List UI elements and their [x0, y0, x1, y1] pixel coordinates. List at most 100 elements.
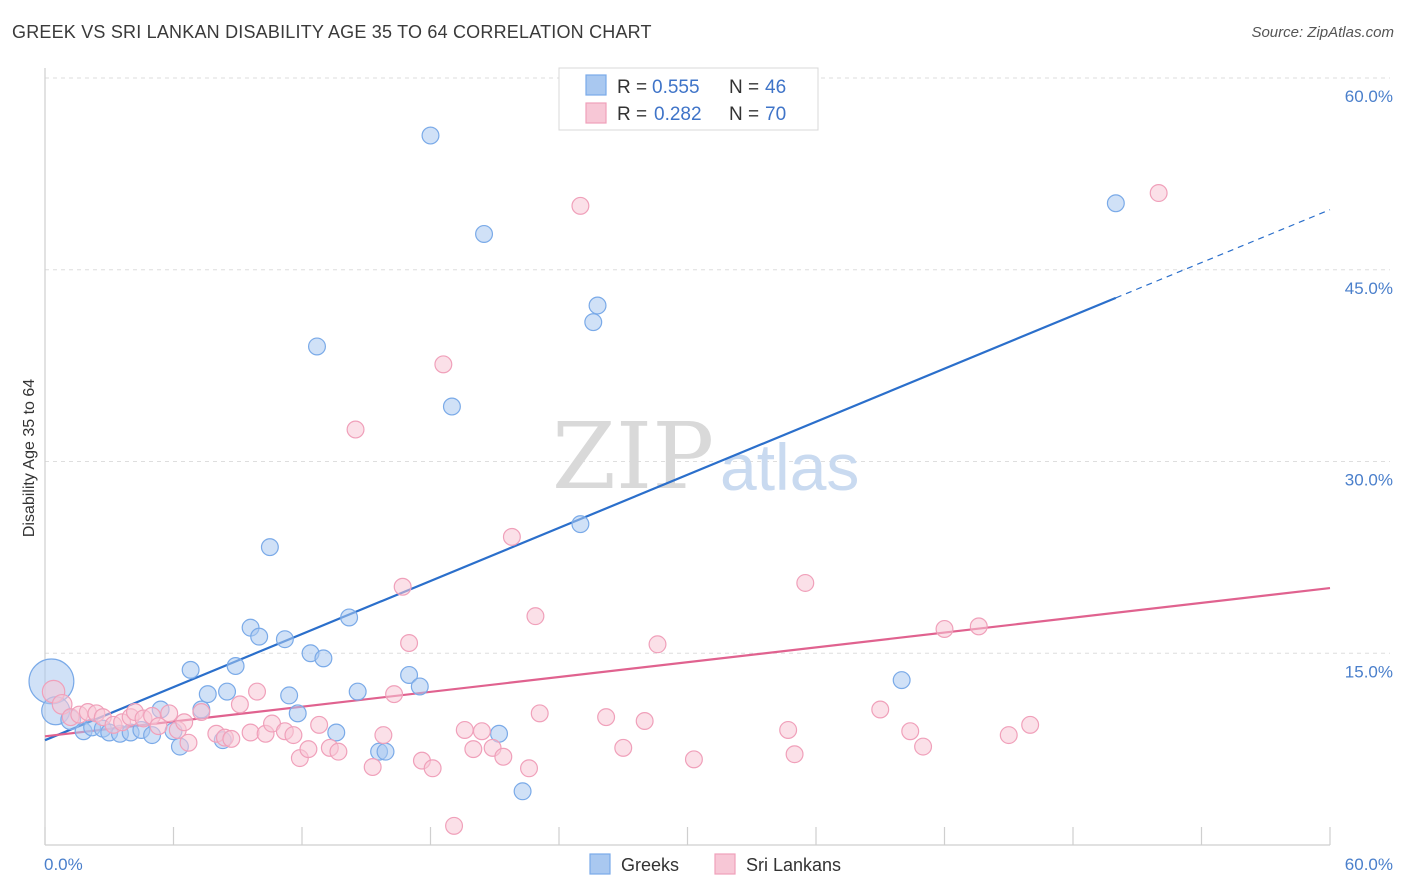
greeks-point-14 — [181, 660, 200, 679]
sri-lankans-point-56 — [635, 712, 654, 731]
greeks-point-42 — [584, 313, 603, 332]
sri-lankans-point-64 — [914, 737, 933, 756]
greeks-point-19 — [226, 657, 245, 676]
sri-lankans-point-60 — [785, 745, 804, 764]
y-axis-label: Disability Age 35 to 64 — [21, 379, 38, 537]
sri-lankans-point-49 — [502, 527, 521, 546]
legend-swatch-sri-lankans — [585, 102, 607, 124]
legend-r-value-greeks: 0.555 — [652, 77, 700, 98]
greeks-point-24 — [280, 686, 299, 705]
sri-lankans-point-50 — [520, 759, 539, 778]
sri-lankans-point-46 — [472, 722, 491, 741]
y-tick-label-1: 30.0% — [1345, 471, 1393, 490]
sri-lankans-point-21 — [222, 729, 241, 748]
sri-lankans-point-52 — [530, 704, 549, 723]
sri-lankans-point-69 — [1149, 184, 1168, 203]
legend-n-label-sri-lankans: N = — [729, 104, 759, 125]
data-points — [28, 126, 1168, 835]
sri-lankans-point-63 — [901, 722, 920, 741]
sri-lankans-point-24 — [248, 682, 267, 701]
legend-r-label-sri-lankans: R = — [617, 104, 647, 125]
sri-lankans-point-35 — [363, 758, 382, 777]
greeks-point-36 — [421, 126, 440, 145]
sri-lankans-point-30 — [299, 740, 318, 759]
sri-lankans-trend-line — [44, 586, 1331, 738]
sri-lankans-point-31 — [310, 715, 329, 734]
greeks-point-22 — [260, 538, 279, 557]
sri-lankans-point-66 — [969, 617, 988, 636]
y-tick-labels: 15.0% 30.0% 45.0% 60.0% — [1345, 87, 1393, 681]
greeks-point-18 — [218, 682, 237, 701]
sri-lankans-point-48 — [494, 747, 513, 766]
sri-lankans-point-14 — [160, 704, 179, 723]
greeks-point-29 — [327, 723, 346, 742]
chart-title: GREEK VS SRI LANKAN DISABILITY AGE 35 TO… — [12, 22, 652, 42]
sri-lankans-point-62 — [871, 700, 890, 719]
greeks-point-25 — [288, 704, 307, 723]
sri-lankans-point-38 — [393, 577, 412, 596]
greeks-point-30 — [340, 608, 359, 627]
sri-lankans-point-51 — [526, 607, 545, 626]
x-ticks — [44, 827, 1331, 845]
greeks-point-34 — [400, 665, 419, 684]
sri-lankans-point-45 — [464, 740, 483, 759]
greeks-trend-extension — [1115, 209, 1331, 299]
greeks-point-40 — [513, 782, 532, 801]
sri-lankans-point-57 — [648, 635, 667, 654]
watermark-zip: ZIP — [552, 403, 714, 510]
sri-lankans-point-68 — [1021, 715, 1040, 734]
sri-lankans-point-54 — [597, 708, 616, 727]
sri-lankans-point-61 — [796, 573, 815, 592]
series-legend-label-greeks: Greeks — [621, 855, 679, 875]
legend-r-label-greeks: R = — [617, 77, 652, 98]
greeks-point-27 — [307, 337, 326, 356]
sri-lankans-point-23 — [241, 723, 260, 742]
greeks-point-33 — [376, 742, 395, 761]
legend-n-label-greeks: N = — [729, 77, 759, 98]
sri-lankans-point-67 — [999, 726, 1018, 745]
series-legend-swatch-greeks — [589, 853, 611, 875]
watermark-atlas: atlas — [720, 430, 859, 504]
sri-lankans-point-13 — [149, 717, 168, 736]
sri-lankans-point-28 — [284, 726, 303, 745]
legend-n-value-greeks: 46 — [765, 77, 786, 98]
legend-n-value-sri-lankans: 70 — [765, 104, 786, 125]
sri-lankans-point-17 — [179, 733, 198, 752]
sri-lankans-point-55 — [614, 738, 633, 757]
sri-lankans-point-44 — [455, 720, 474, 739]
sri-lankans-point-37 — [385, 685, 404, 704]
greeks-point-37 — [442, 397, 461, 416]
sri-lankans-point-18 — [192, 703, 211, 722]
series-legend-label-sri-lankans: Sri Lankans — [746, 855, 841, 875]
y-tick-label-2: 45.0% — [1345, 279, 1393, 298]
greeks-point-21 — [250, 627, 269, 646]
greeks-point-43 — [588, 296, 607, 315]
greeks-point-28 — [314, 649, 333, 668]
x-tick-labels: 0.0% 60.0% — [44, 855, 1393, 874]
series-legend: Greeks Sri Lankans — [589, 853, 841, 875]
greeks-point-31 — [348, 682, 367, 701]
grid-lines — [45, 77, 1390, 654]
chart-source: Source: ZipAtlas.com — [1251, 24, 1394, 41]
greeks-point-16 — [198, 685, 217, 704]
y-tick-label-0: 15.0% — [1345, 662, 1393, 681]
sri-lankans-point-33 — [329, 742, 348, 761]
sri-lankans-point-36 — [374, 726, 393, 745]
greeks-point-45 — [1106, 194, 1125, 213]
greeks-point-23 — [275, 630, 294, 649]
sri-lankans-point-58 — [684, 750, 703, 769]
legend-r-value-sri-lankans: 0.282 — [654, 104, 702, 125]
sri-lankans-point-41 — [423, 759, 442, 778]
sri-lankans-point-43 — [445, 816, 464, 835]
sri-lankans-point-34 — [346, 420, 365, 439]
y-tick-label-3: 60.0% — [1345, 87, 1393, 106]
sri-lankans-point-59 — [779, 720, 798, 739]
sri-lankans-point-16 — [175, 713, 194, 732]
stats-legend: R = 0.555 N = 46 R = 0.282 N = 70 — [558, 67, 819, 131]
series-legend-swatch-sri-lankans — [714, 853, 736, 875]
sri-lankans-point-39 — [400, 634, 419, 653]
x-tick-label-end: 60.0% — [1345, 855, 1393, 874]
legend-swatch-greeks — [585, 74, 607, 96]
greeks-point-41 — [571, 515, 590, 534]
